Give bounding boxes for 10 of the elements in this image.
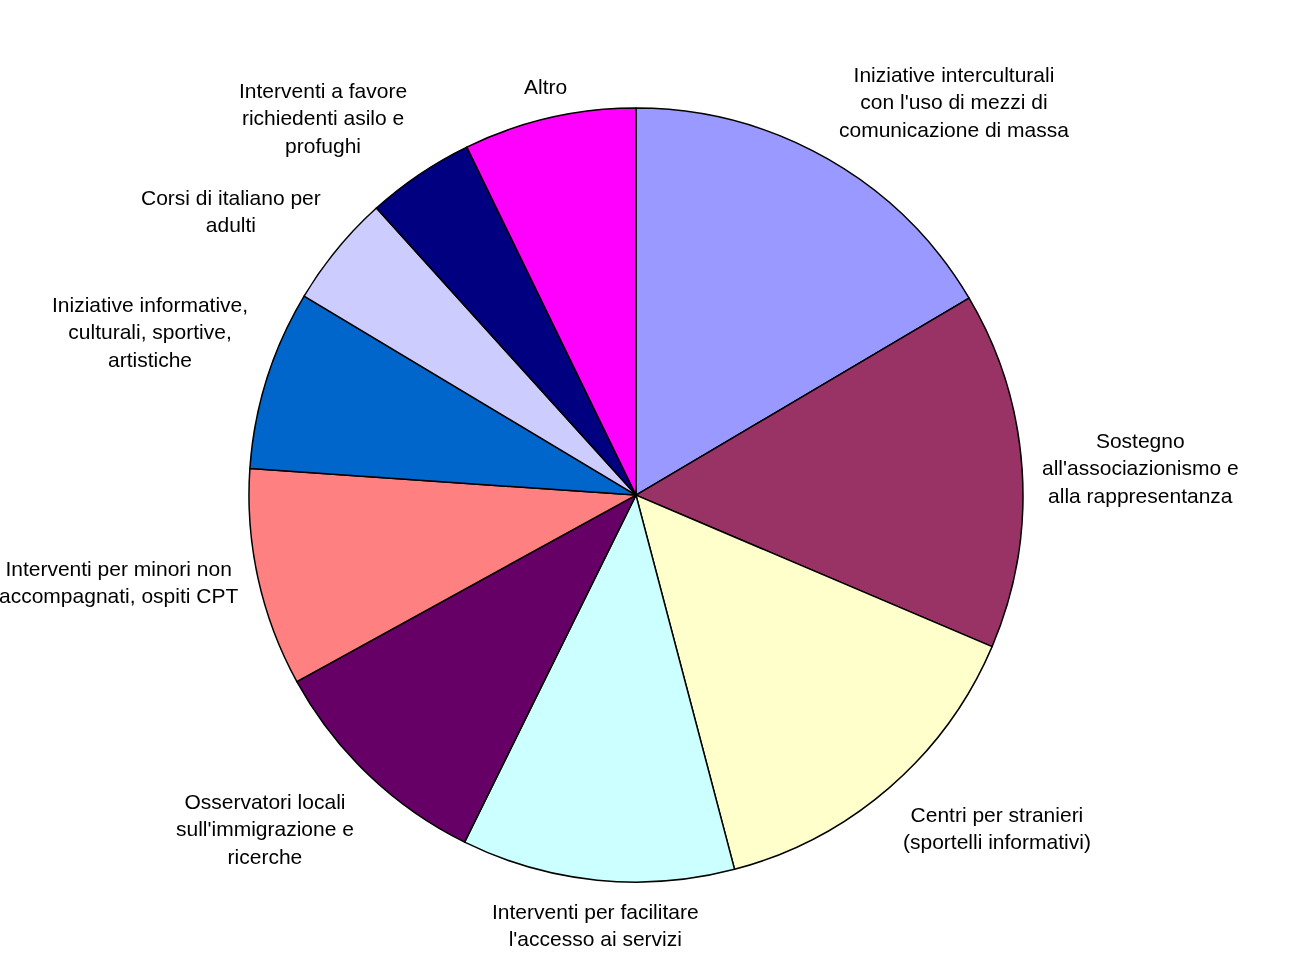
slice-label: Osservatori locali sull'immigrazione e ricerche	[176, 790, 354, 868]
slice-label: Iniziative informative, culturali, sportive, artistiche	[52, 293, 249, 371]
slice-label: Iniziative interculturali con l'uso di mezzi di comunicazione di massa	[839, 63, 1070, 141]
slice-label: Sostegno all'associazionismo e alla rappresentanza	[1042, 429, 1239, 507]
slice-label: Interventi per minori non accompagnati, ospiti CPT	[0, 557, 239, 608]
slice-label: Corsi di italiano per adulti	[141, 186, 321, 237]
slice-label: Interventi a favore richiedenti asilo e profughi	[239, 79, 408, 157]
slice-label: Altro	[524, 75, 568, 98]
slice-label: Interventi per facilitare l'accesso ai servizi	[492, 900, 699, 951]
slice-label: Centri per stranieri (sportelli informativi)	[903, 803, 1091, 854]
